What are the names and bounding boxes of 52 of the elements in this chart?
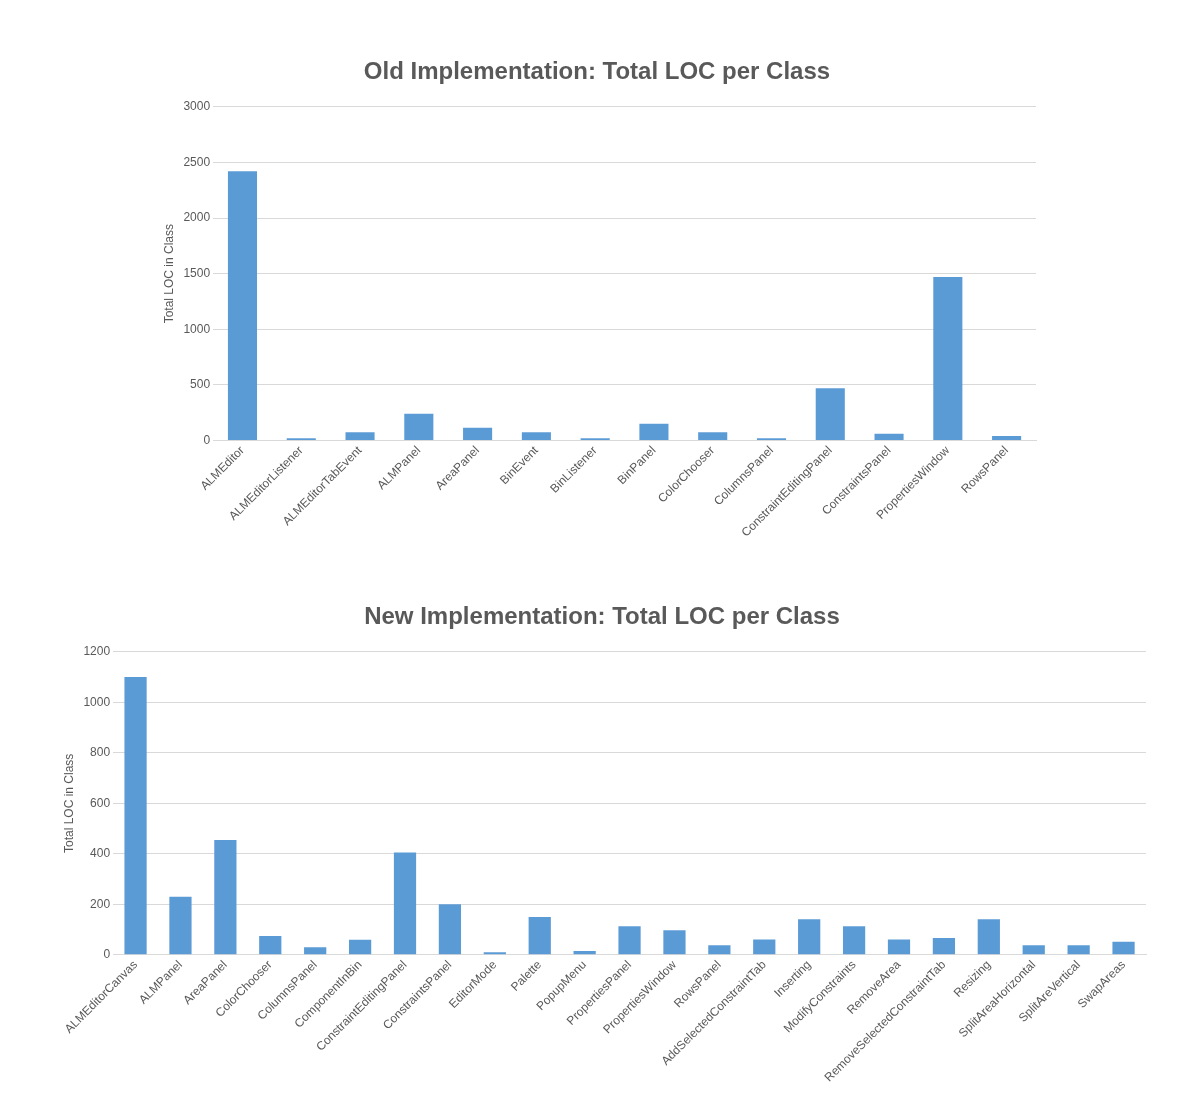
bar bbox=[169, 896, 192, 955]
y-tick-label: 0 bbox=[203, 432, 211, 447]
bar bbox=[393, 852, 417, 955]
y-tick-label: 2000 bbox=[183, 210, 211, 225]
bar bbox=[528, 916, 551, 955]
bar bbox=[214, 839, 237, 955]
bar bbox=[842, 926, 866, 955]
y-tick-label: 800 bbox=[90, 745, 111, 760]
bar bbox=[483, 952, 506, 955]
y-tick-label: 1200 bbox=[83, 644, 111, 659]
bar bbox=[992, 436, 1022, 440]
y-tick-label: 500 bbox=[190, 377, 211, 392]
bar bbox=[977, 919, 1000, 955]
bar bbox=[1112, 941, 1135, 955]
bar bbox=[798, 919, 821, 955]
bar bbox=[227, 171, 258, 440]
y-tick-label: 400 bbox=[90, 846, 111, 861]
bar bbox=[438, 904, 462, 955]
bar bbox=[708, 945, 731, 955]
bar bbox=[259, 935, 282, 955]
y-tick-label: 2500 bbox=[183, 154, 211, 169]
y-tick-label: 1500 bbox=[183, 265, 211, 280]
bar bbox=[618, 926, 641, 955]
bar bbox=[698, 432, 728, 440]
bar bbox=[887, 939, 911, 955]
y-tick-label: 600 bbox=[90, 795, 111, 810]
bar bbox=[1022, 945, 1045, 955]
bar bbox=[345, 432, 375, 440]
bar bbox=[1067, 945, 1090, 955]
chart-title: New Implementation: Total LOC per Class bbox=[364, 602, 840, 630]
y-axis-title: Total LOC in Class bbox=[61, 753, 76, 854]
bar bbox=[932, 937, 956, 955]
y-tick-label: 200 bbox=[90, 896, 111, 911]
bar bbox=[753, 939, 776, 955]
chart-title: Old Implementation: Total LOC per Class bbox=[363, 57, 831, 85]
bar bbox=[404, 413, 434, 440]
bar bbox=[463, 427, 493, 440]
bar bbox=[573, 951, 596, 955]
bar bbox=[933, 276, 963, 440]
bar bbox=[815, 388, 845, 440]
bar bbox=[663, 930, 686, 955]
bar bbox=[874, 433, 904, 440]
y-tick-label: 0 bbox=[103, 947, 111, 962]
y-tick-label: 1000 bbox=[183, 321, 211, 336]
y-tick-label: 1000 bbox=[83, 694, 111, 709]
bar bbox=[521, 432, 551, 440]
y-axis-title: Total LOC in Class bbox=[161, 223, 176, 324]
y-tick-label: 3000 bbox=[183, 99, 211, 114]
bar bbox=[639, 423, 669, 440]
bar bbox=[124, 677, 147, 955]
bar bbox=[304, 947, 327, 955]
bar bbox=[348, 939, 372, 955]
